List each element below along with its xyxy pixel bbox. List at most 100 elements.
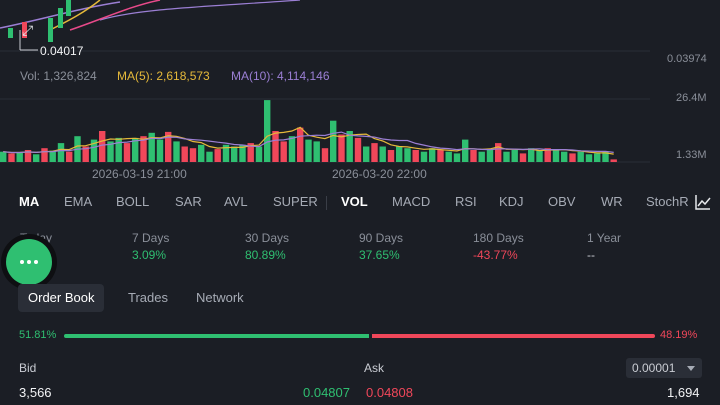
perf-value-30d: 80.89% (245, 248, 286, 262)
tab-ema[interactable]: EMA (64, 194, 93, 209)
volume-bar (552, 150, 560, 162)
perf-value-7d: 3.09% (132, 248, 167, 262)
ma-line-yellow (49, 0, 101, 31)
performance-strip: Today 7 Days 3.09% 30 Days 80.89% 90 Day… (0, 226, 720, 270)
tab-macd[interactable]: MACD (392, 194, 431, 209)
volume-bar (8, 153, 15, 162)
volume-bar (99, 131, 106, 162)
volume-bar (396, 146, 403, 162)
tab-avl[interactable]: AVL (224, 194, 248, 209)
volume-bar (338, 134, 345, 162)
volume-bar (206, 151, 213, 162)
ask-qty: 1,694 (667, 385, 700, 400)
volume-bar (478, 151, 485, 162)
volume-bar (181, 146, 188, 162)
bid-header: Bid (19, 361, 37, 375)
candle (66, 0, 71, 16)
volume-bar (198, 144, 205, 162)
volume-bar (412, 150, 419, 162)
volume-bar (165, 131, 172, 162)
volume-bar (272, 131, 279, 162)
volume-bar (437, 150, 444, 162)
volume-bar (107, 141, 114, 162)
vol-label: Vol: 1,326,824 (20, 69, 97, 83)
volume-bar (231, 146, 238, 162)
price-candles (0, 0, 650, 52)
more-dots-icon (20, 260, 24, 264)
volume-bar (16, 152, 23, 162)
volume-bar (264, 100, 271, 162)
kline-chart[interactable]: ⤢ 0.04017 0.03974 Vol: 1,326,824 MA(5): … (0, 0, 720, 182)
tab-kdj[interactable]: KDJ (499, 194, 524, 209)
volume-bar (41, 148, 48, 162)
perf-label-180d: 180 Days (473, 231, 524, 245)
volume-bar (387, 150, 395, 162)
date-label-left: 2026-03-19 21:00 (92, 167, 187, 181)
tab-boll[interactable]: BOLL (116, 194, 150, 209)
ask-price: 0.04808 (366, 385, 413, 400)
line-chart-settings-icon[interactable] (694, 193, 712, 211)
volume-bar (156, 139, 164, 162)
volume-bar (288, 136, 296, 162)
chevron-down-icon (687, 366, 695, 371)
more-options-fab[interactable] (6, 239, 52, 285)
volume-bar (123, 143, 131, 162)
perf-value-180d: -43.77% (473, 248, 518, 262)
ma-line-purple-2 (99, 0, 301, 21)
expand-arrows-icon[interactable]: ⤢ (22, 22, 34, 38)
volume-bar (379, 146, 386, 162)
ma5-label: MA(5): 2,618,573 (117, 69, 210, 83)
volume-bar (363, 146, 370, 162)
volume-bar (247, 143, 254, 162)
volume-bar (511, 150, 518, 162)
volume-bar (57, 143, 65, 162)
volume-bar (594, 153, 601, 162)
bid-ratio-label: 51.81% (19, 329, 57, 341)
volume-bar (561, 151, 568, 162)
ma10-label: MA(10): 4,114,146 (231, 69, 330, 83)
tab-wr[interactable]: WR (601, 194, 623, 209)
vol-axis-bottom: 1.33M (676, 149, 707, 161)
volume-bar (585, 154, 593, 162)
volume-bar (222, 144, 230, 162)
current-price-label: 0.04017 (40, 44, 84, 58)
volume-bar (486, 150, 494, 162)
volume-bar (148, 132, 155, 162)
tab-order-book[interactable]: Order Book (18, 284, 105, 312)
volume-bar (214, 149, 221, 162)
volume-bar (453, 153, 461, 162)
more-dots-icon (34, 260, 38, 264)
volume-bar (140, 136, 147, 162)
volume-bar (189, 148, 197, 162)
indicator-tabs: MA EMA BOLL SAR AVL SUPER VOL MACD RSI K… (0, 188, 720, 216)
ma-line-pink (69, 0, 161, 31)
tab-vol[interactable]: VOL (341, 194, 368, 209)
volume-bar (420, 151, 428, 162)
perf-value-1y: -- (587, 248, 595, 262)
tab-trades[interactable]: Trades (128, 290, 168, 305)
tab-super[interactable]: SUPER (273, 194, 318, 209)
tab-rsi[interactable]: RSI (455, 194, 477, 209)
price-axis-label: 0.03974 (667, 53, 707, 65)
volume-bar (577, 151, 584, 162)
volume-bar (495, 143, 502, 162)
volume-bar (297, 127, 304, 162)
volume-bar (536, 150, 543, 162)
candle (22, 22, 27, 38)
tab-sar[interactable]: SAR (175, 194, 202, 209)
volume-bar (0, 151, 7, 162)
perf-label-1y: 1 Year (587, 231, 622, 245)
tab-stochr[interactable]: StochR (646, 194, 688, 209)
volume-bar (321, 148, 329, 162)
bid-ratio-bar (64, 334, 369, 338)
bid-price: 0.04807 (303, 385, 350, 400)
volume-bar (280, 141, 287, 162)
tab-ma[interactable]: MA (19, 194, 40, 209)
volume-bar (115, 137, 122, 162)
more-dots-icon (27, 260, 31, 264)
tab-network[interactable]: Network (196, 290, 244, 305)
volume-bar (519, 153, 527, 162)
tab-obv[interactable]: OBV (548, 194, 576, 209)
precision-select[interactable]: 0.00001 (626, 358, 702, 378)
volume-bar (569, 153, 576, 162)
